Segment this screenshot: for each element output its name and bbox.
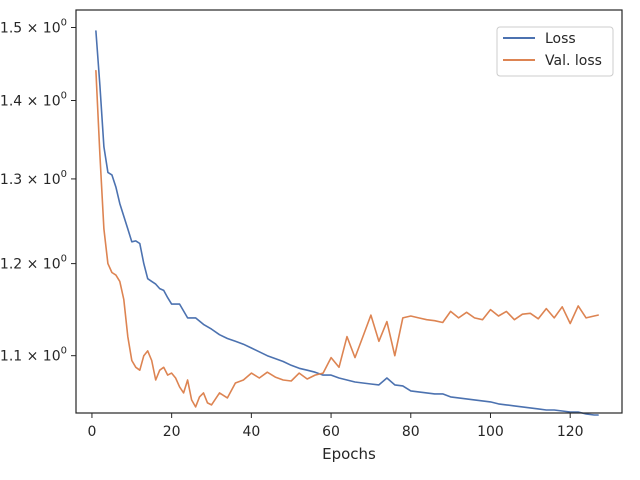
y-tick-label: 1.4 × 100: [0, 90, 67, 109]
y-tick-label: 1.5 × 100: [0, 17, 67, 36]
legend-box: [496, 26, 614, 77]
series-line-loss: [95, 30, 599, 416]
x-tick-label: 40: [242, 424, 260, 440]
legend-label-val-loss: Val. loss: [545, 53, 602, 69]
x-tick-label: 20: [163, 424, 181, 440]
legend-label-loss: Loss: [545, 31, 576, 47]
x-tick-label: 80: [402, 424, 420, 440]
x-tick-label: 60: [322, 424, 340, 440]
plot-frame: [75, 9, 623, 414]
x-tick-label: 100: [477, 424, 504, 440]
x-axis: 0 20 40 60 80 100 120: [87, 413, 584, 440]
series-line-val-loss: [95, 69, 599, 408]
x-axis-title: Epochs: [322, 445, 376, 463]
x-tick-label: 120: [557, 424, 584, 440]
legend: Loss Val. loss: [496, 26, 614, 77]
y-tick-label: 1.1 × 100: [0, 346, 67, 365]
x-tick-label: 0: [87, 424, 96, 440]
series-layer: [95, 30, 599, 416]
y-axis: 1.1 × 100 1.2 × 100 1.3 × 100 1.4 × 100 1.5 …: [0, 17, 76, 365]
y-tick-label: 1.2 × 100: [0, 254, 67, 273]
y-tick-label: 1.3 × 100: [0, 169, 67, 188]
